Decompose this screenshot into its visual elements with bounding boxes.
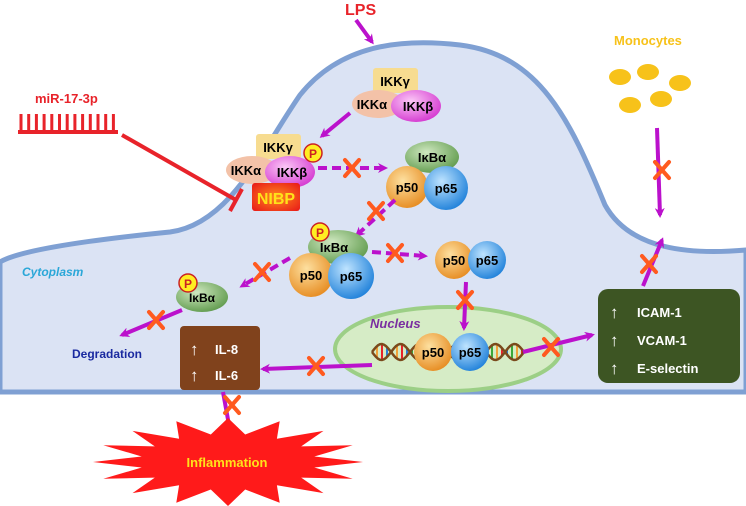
p65-label: p65 bbox=[476, 253, 498, 268]
block-mark bbox=[386, 243, 404, 263]
phospho-label: P bbox=[309, 147, 317, 161]
ikkg-protein bbox=[373, 68, 418, 93]
adhesion-molecule-box: ↑ ICAM-1 ↑ VCAM-1 ↑ E-selectin bbox=[598, 289, 740, 383]
block-mark bbox=[343, 158, 361, 178]
p50-protein bbox=[289, 253, 333, 297]
ikkb-label: IKKβ bbox=[403, 99, 433, 114]
p50-protein bbox=[414, 333, 452, 371]
ikkg-protein bbox=[256, 134, 301, 159]
ikk-complex-active: IKKγ IKKα IKKβ P NIBP bbox=[226, 134, 323, 211]
eselectin-up-arrow: ↑ bbox=[610, 359, 619, 378]
ikba-release-arrow bbox=[239, 256, 292, 288]
p65-label: p65 bbox=[340, 269, 362, 284]
p65-label: p65 bbox=[435, 181, 457, 196]
p65-protein bbox=[451, 333, 489, 371]
p50-label: p50 bbox=[396, 180, 418, 195]
mirna-inhibition-bar bbox=[228, 188, 244, 212]
block-mark bbox=[307, 356, 325, 376]
p65-protein bbox=[328, 253, 374, 299]
icam-up-arrow: ↑ bbox=[610, 303, 619, 322]
ikkg-label: IKKγ bbox=[263, 140, 293, 155]
mirna-inhibition-line bbox=[121, 133, 237, 202]
p50-label: p50 bbox=[443, 253, 465, 268]
p65-protein bbox=[468, 241, 506, 279]
nfkb-ikba-complex: IκBα p50 p65 bbox=[386, 141, 468, 210]
il6-label: IL-6 bbox=[215, 368, 238, 383]
free-phospho-ikba: IκBα P bbox=[176, 273, 228, 312]
ikba-protein bbox=[405, 141, 459, 173]
ikkb-label: IKKβ bbox=[277, 165, 307, 180]
release-arrow bbox=[371, 250, 428, 261]
monocyte-cells bbox=[609, 64, 691, 113]
inflammation-label: Inflammation bbox=[187, 455, 268, 470]
mirna-strand bbox=[18, 114, 118, 134]
free-nfkb-dimer: p50 p65 bbox=[435, 241, 506, 279]
monocytes-label: Monocytes bbox=[614, 33, 682, 48]
ikka-protein bbox=[352, 90, 404, 118]
inflammation-burst bbox=[93, 418, 363, 506]
block-mark bbox=[367, 201, 385, 221]
p50-protein bbox=[435, 241, 473, 279]
nfkb-phospho-ikba-complex: IκBα P p50 p65 bbox=[289, 222, 374, 299]
block-mark bbox=[223, 395, 241, 415]
ikba-label: IκBα bbox=[189, 291, 216, 305]
p65-label: p65 bbox=[459, 345, 481, 360]
phospho-marker bbox=[310, 222, 330, 242]
inhibition-marks bbox=[147, 158, 671, 415]
ikka-protein bbox=[226, 156, 278, 184]
p50-protein bbox=[386, 166, 428, 208]
lps-arrow bbox=[354, 18, 374, 45]
vcam-up-arrow: ↑ bbox=[610, 331, 619, 350]
icam-label: ICAM-1 bbox=[637, 305, 682, 320]
nuclear-nfkb-dimer: p50 p65 bbox=[414, 333, 489, 371]
block-mark bbox=[653, 160, 671, 180]
ikk-complex-top: IKKγ IKKα IKKβ bbox=[352, 68, 441, 122]
monocyte bbox=[650, 91, 672, 107]
phospho-marker bbox=[303, 143, 323, 163]
lps-label: LPS bbox=[345, 2, 376, 19]
block-mark bbox=[456, 290, 474, 310]
monocyte bbox=[619, 97, 641, 113]
ikka-label: IKKα bbox=[357, 97, 387, 112]
adhesion-expression-arrow bbox=[522, 331, 595, 354]
nucleus-label: Nucleus bbox=[370, 316, 421, 331]
cytoplasm-label: Cytoplasm bbox=[22, 265, 84, 279]
p50-label: p50 bbox=[300, 268, 322, 283]
nibp-protein bbox=[252, 183, 300, 211]
complex-transition-arrow bbox=[354, 198, 397, 238]
vcam-label: VCAM-1 bbox=[637, 333, 687, 348]
block-mark bbox=[640, 254, 658, 274]
block-mark bbox=[253, 262, 271, 282]
monocyte bbox=[637, 64, 659, 80]
block-mark bbox=[542, 337, 560, 357]
ikkb-protein bbox=[265, 156, 315, 188]
ikkg-label: IKKγ bbox=[380, 74, 410, 89]
burst-shape bbox=[93, 418, 363, 506]
p50-label: p50 bbox=[422, 345, 444, 360]
ikka-label: IKKα bbox=[231, 163, 261, 178]
mirna-label: miR-17-3p bbox=[35, 91, 98, 106]
phospho-label: P bbox=[316, 226, 324, 240]
phospho-label: P bbox=[184, 277, 192, 291]
il6-up-arrow: ↑ bbox=[190, 366, 199, 385]
il8-up-arrow: ↑ bbox=[190, 340, 199, 359]
ikba-label: IκBα bbox=[320, 240, 348, 255]
cytokine-box: ↑ IL-8 ↑ IL-6 bbox=[180, 326, 260, 390]
eselectin-label: E-selectin bbox=[637, 361, 698, 376]
monocyte bbox=[669, 75, 691, 91]
monocyte bbox=[609, 69, 631, 85]
phospho-marker bbox=[178, 273, 198, 293]
nibp-label: NIBP bbox=[257, 191, 296, 208]
translocation-arrow bbox=[459, 281, 470, 331]
ikkb-protein bbox=[391, 90, 441, 122]
degradation-label: Degradation bbox=[72, 347, 142, 361]
il8-label: IL-8 bbox=[215, 342, 238, 357]
ikk-activation-arrow bbox=[319, 111, 352, 138]
ikba-label: IκBα bbox=[418, 150, 446, 165]
block-mark bbox=[147, 310, 165, 330]
p65-protein bbox=[424, 166, 468, 210]
